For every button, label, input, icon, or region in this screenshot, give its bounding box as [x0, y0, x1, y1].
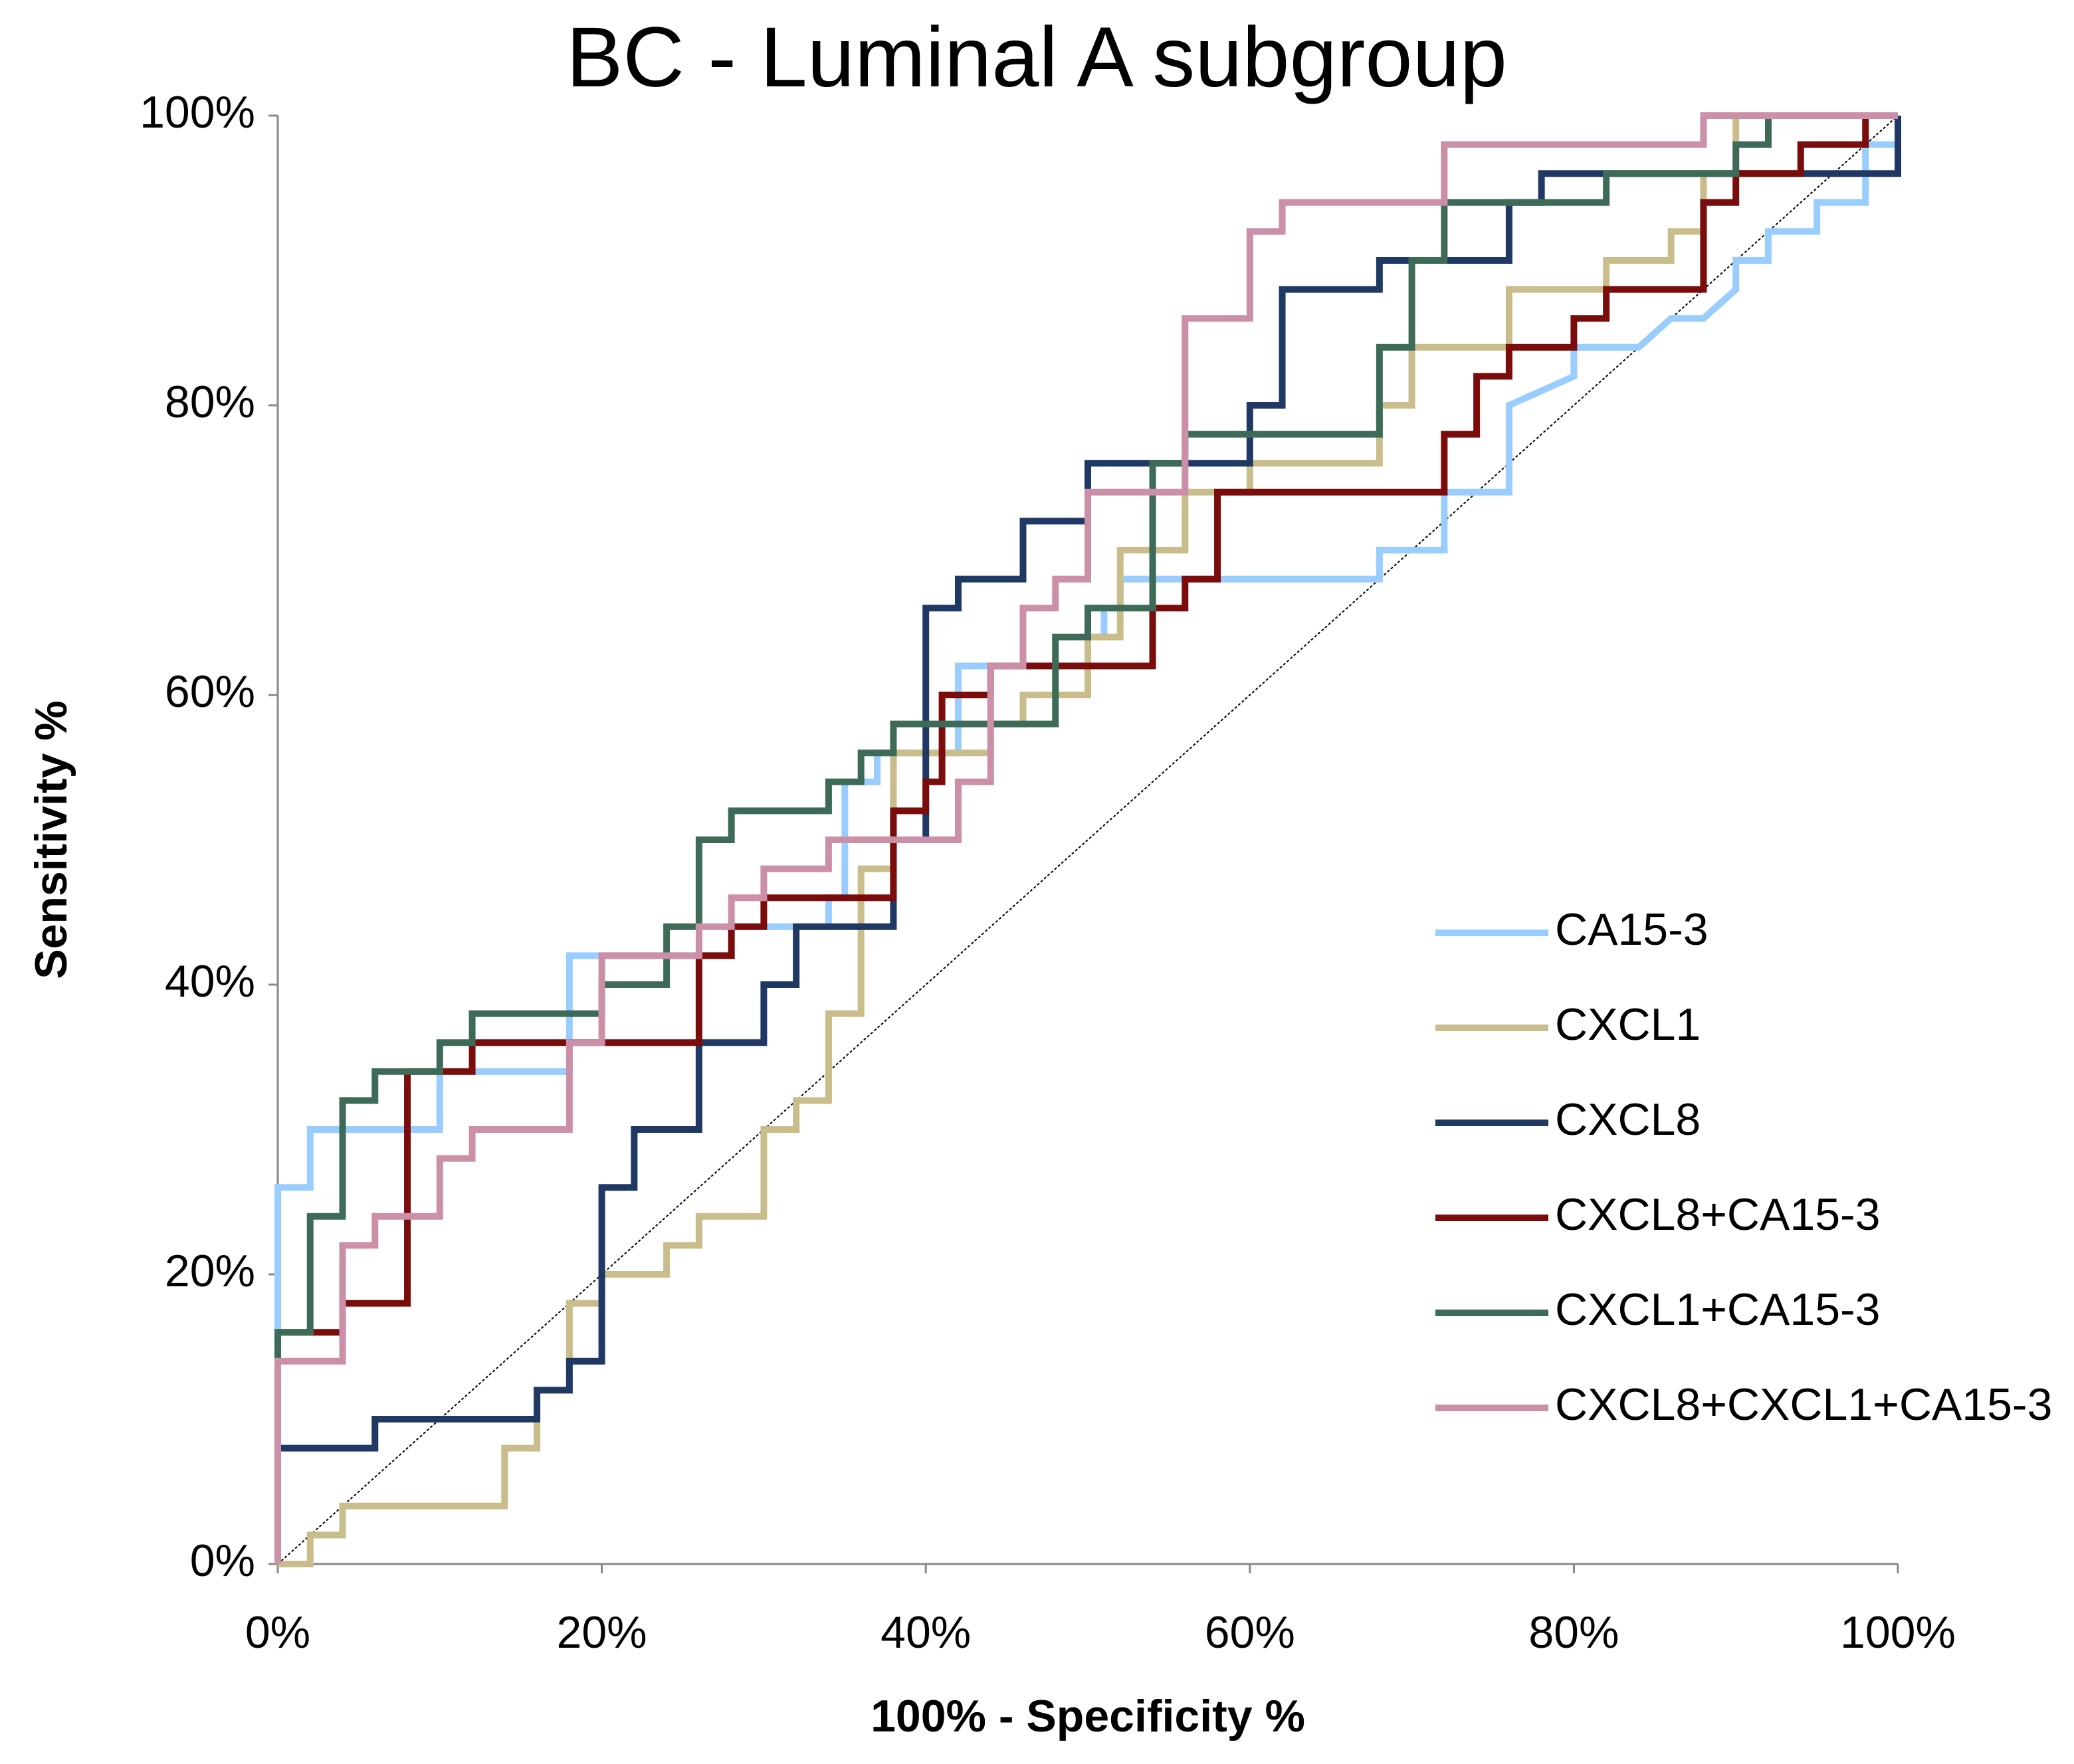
legend-label: CXCL8 [1555, 1094, 1701, 1145]
x-tick-label: 0% [245, 1607, 310, 1658]
y-tick-label: 20% [165, 1246, 255, 1296]
x-tick-label: 40% [881, 1607, 971, 1658]
legend-label: CXCL1 [1555, 999, 1701, 1050]
legend-label: CA15-3 [1555, 904, 1709, 955]
roc-curve [274, 112, 1898, 1564]
legend-label: CXCL8+CA15-3 [1555, 1189, 1880, 1240]
legend-label: CXCL1+CA15-3 [1555, 1284, 1880, 1335]
legend-label: CXCL8+CXCL1+CA15-3 [1555, 1379, 2052, 1430]
reference-diagonal [277, 115, 1899, 1565]
y-tick-label: 0% [190, 1535, 255, 1586]
y-tick-label: 40% [165, 956, 255, 1007]
y-axis-title: Sensitivity % [26, 700, 76, 979]
y-tick-label: 60% [165, 666, 255, 717]
x-axis-title: 100% - Specificity % [871, 1691, 1305, 1741]
x-tick-label: 100% [1840, 1607, 1956, 1658]
x-tick-label: 60% [1205, 1607, 1295, 1658]
x-tick-label: 80% [1528, 1607, 1619, 1658]
x-tick-label: 20% [557, 1607, 647, 1658]
chart-title: BC - Luminal A subgroup [566, 10, 1507, 105]
y-tick-label: 80% [165, 377, 255, 427]
y-tick-label: 100% [140, 87, 255, 138]
roc-curve [274, 112, 1898, 1564]
